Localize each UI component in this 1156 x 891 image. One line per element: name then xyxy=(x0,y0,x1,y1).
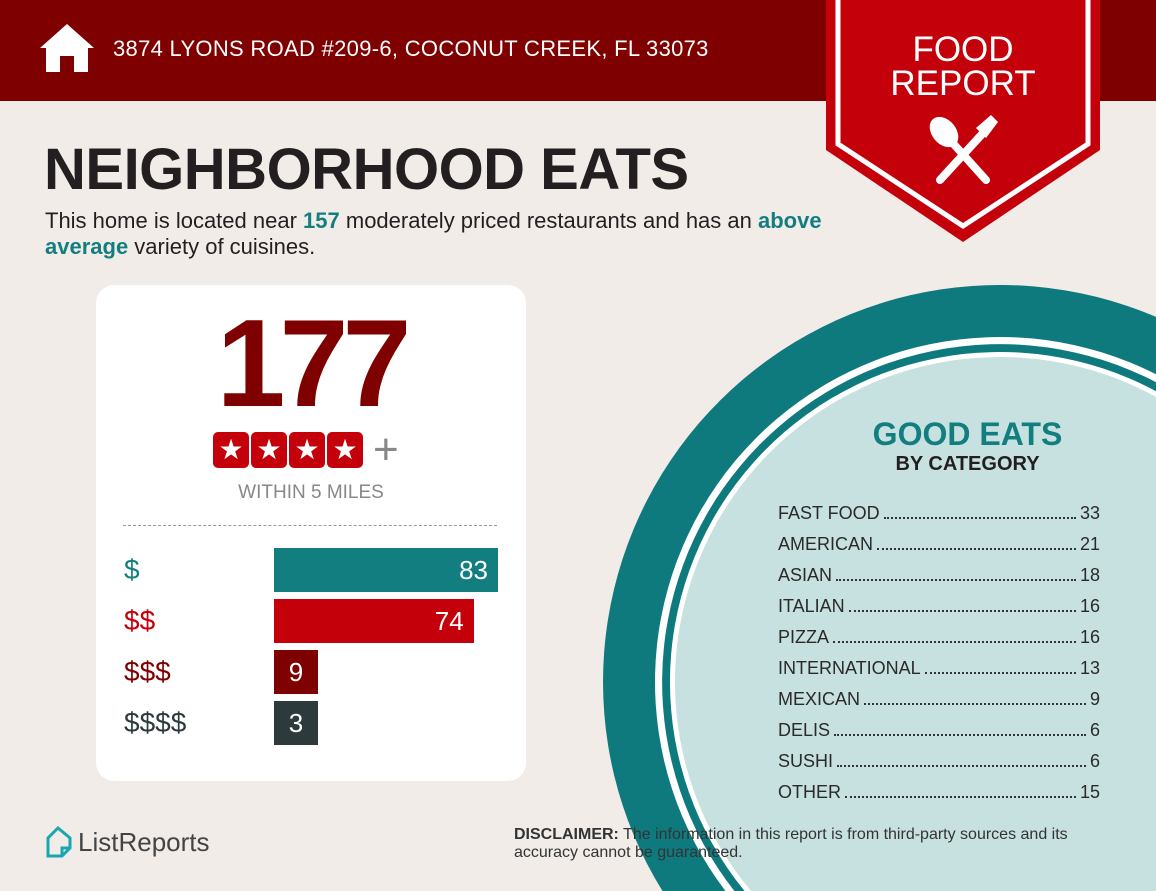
dot-leader xyxy=(837,755,1086,767)
dot-leader xyxy=(883,507,1076,519)
category-item: ITALIAN 16 xyxy=(778,590,1100,621)
category-item: PIZZA 16 xyxy=(778,621,1100,652)
badge-line1: FOOD xyxy=(912,30,1014,69)
category-item: MEXICAN 9 xyxy=(778,683,1100,714)
circle-ring xyxy=(674,357,1156,891)
category-count: 6 xyxy=(1089,719,1100,740)
price-tier-bar: 3 xyxy=(274,701,318,745)
price-tier-row: $$$ 9 xyxy=(124,650,504,694)
category-name: SUSHI xyxy=(778,750,834,771)
summary-card: 177 ★ ★ ★ ★ + WITHIN 5 MILES $83 $$ 74 $$$ 9 $$$… xyxy=(96,285,526,781)
dot-leader xyxy=(845,786,1076,798)
category-name: PIZZA xyxy=(778,626,830,647)
restaurant-count: 157 xyxy=(303,208,340,233)
category-name: INTERNATIONAL xyxy=(778,657,921,678)
price-tier-row: $$$$ 3 xyxy=(124,701,504,745)
dot-leader xyxy=(877,538,1076,550)
good-eats-subtitle: BY CATEGORY xyxy=(895,453,1040,475)
utensils-icon xyxy=(929,115,998,184)
listreports-icon xyxy=(46,826,72,858)
category-item: INTERNATIONAL 13 xyxy=(778,652,1100,683)
category-name: AMERICAN xyxy=(778,533,874,554)
dot-leader xyxy=(836,569,1076,581)
category-name: DELIS xyxy=(778,719,831,740)
page-title: NEIGHBORHOOD EATS xyxy=(44,137,689,202)
dot-leader xyxy=(833,631,1076,643)
good-eats-title: GOOD EATS xyxy=(872,416,1063,452)
category-name: ITALIAN xyxy=(778,595,845,616)
variety-rating: above average xyxy=(45,208,822,259)
category-count: 15 xyxy=(1079,781,1100,802)
price-tier-bar: 83 xyxy=(274,548,498,592)
category-item: OTHER 15 xyxy=(778,776,1100,807)
category-list: FAST FOOD 33 AMERICAN 21 ASIAN 18 ITALIAN 16 PIZ… xyxy=(778,497,1100,807)
divider xyxy=(123,525,497,526)
price-tier-row: $$ 74 xyxy=(124,599,504,643)
listreports-logo: ListReports xyxy=(44,826,210,858)
price-tier-row: $83 xyxy=(124,548,504,592)
category-count: 33 xyxy=(1079,502,1100,523)
brand-name: ListReports xyxy=(78,827,210,857)
rating-plus: + xyxy=(373,425,399,474)
star-icon: ★ xyxy=(213,432,249,468)
category-item: DELIS 6 xyxy=(778,714,1100,745)
category-count: 21 xyxy=(1079,533,1100,554)
home-icon xyxy=(40,24,94,72)
category-item: AMERICAN 21 xyxy=(778,528,1100,559)
dot-leader xyxy=(848,600,1076,612)
category-count: 6 xyxy=(1089,750,1100,771)
category-count: 16 xyxy=(1079,595,1100,616)
category-count: 9 xyxy=(1089,688,1100,709)
category-name: ASIAN xyxy=(778,564,833,585)
category-item: ASIAN 18 xyxy=(778,559,1100,590)
dot-leader xyxy=(834,724,1086,736)
star-rating: ★ ★ ★ ★ + xyxy=(213,425,399,474)
star-icon: ★ xyxy=(251,432,287,468)
category-count: 18 xyxy=(1079,564,1100,585)
category-name: FAST FOOD xyxy=(778,502,880,523)
category-count: 16 xyxy=(1079,626,1100,647)
price-tier-label: $$$ xyxy=(124,656,171,687)
address: 3874 LYONS ROAD #209-6, COCONUT CREEK, F… xyxy=(113,36,709,61)
dot-leader xyxy=(864,693,1086,705)
category-item: FAST FOOD 33 xyxy=(778,497,1100,528)
price-tier-bar: 74 xyxy=(274,599,474,643)
star-icon: ★ xyxy=(327,432,363,468)
price-tier-bar: 9 xyxy=(274,650,318,694)
price-tier-label: $ xyxy=(124,554,140,585)
radius-label: WITHIN 5 MILES xyxy=(238,482,384,503)
dot-leader xyxy=(924,662,1076,674)
star-icon: ★ xyxy=(289,432,325,468)
category-count: 13 xyxy=(1079,657,1100,678)
total-restaurants: 177 xyxy=(216,295,412,433)
good-eats-heading: GOOD EATS BY CATEGORY xyxy=(830,416,1105,476)
disclaimer: DISCLAIMER: The information in this repo… xyxy=(514,826,1068,861)
category-name: MEXICAN xyxy=(778,688,861,709)
price-tier-label: $$$$ xyxy=(124,707,187,738)
food-report-badge xyxy=(826,0,1100,242)
price-tier-label: $$ xyxy=(124,605,156,636)
category-item: SUSHI 6 xyxy=(778,745,1100,776)
badge-line2: REPORT xyxy=(890,64,1036,103)
category-name: OTHER xyxy=(778,781,841,802)
intro-text: This home is located near 157 moderately… xyxy=(45,208,822,259)
